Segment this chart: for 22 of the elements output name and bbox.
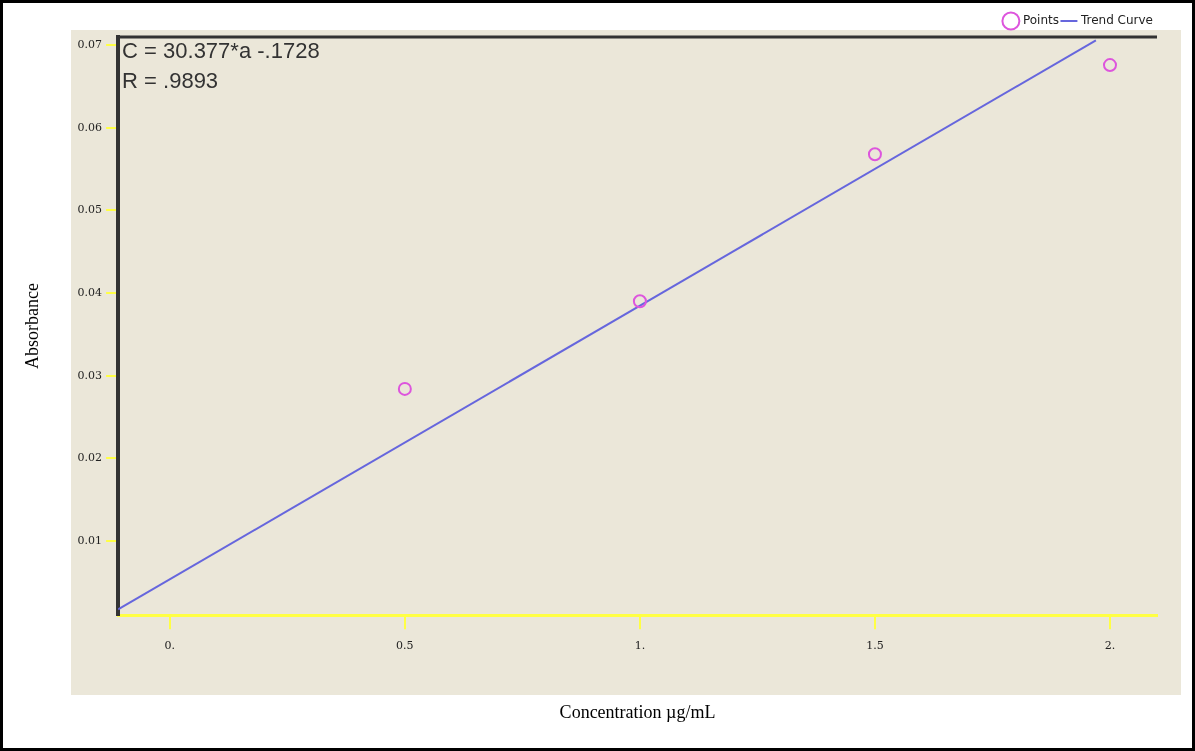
point	[1102, 58, 1117, 73]
point	[397, 381, 412, 396]
legend-label: Trend Curve	[1079, 13, 1153, 28]
point	[632, 294, 647, 309]
x-tick-label: 0.5	[396, 638, 414, 652]
point	[867, 147, 882, 162]
x-tick-label: 1.	[634, 638, 646, 652]
y-axis-title: Absorbance	[21, 283, 42, 370]
y-tick-label: 0.04	[77, 285, 103, 299]
y-tick-label: 0.01	[77, 533, 103, 547]
x-tick-label: 1.5	[866, 638, 884, 652]
x-tick-label: 0.	[164, 638, 176, 652]
legend-label: Points	[1022, 13, 1059, 28]
x-axis-title: Concentration µg/mL	[559, 701, 716, 722]
y-tick-label: 0.03	[77, 368, 103, 382]
y-tick-label: 0.06	[77, 120, 103, 134]
y-tick-label: 0.02	[77, 451, 103, 465]
y-tick-label: 0.05	[77, 203, 103, 217]
x-tick-label: 2.	[1104, 638, 1116, 652]
annotation: R = .9893	[122, 68, 219, 94]
annotation: C = 30.377*a -.1728	[122, 38, 320, 64]
y-tick-label: 0.07	[77, 38, 103, 52]
